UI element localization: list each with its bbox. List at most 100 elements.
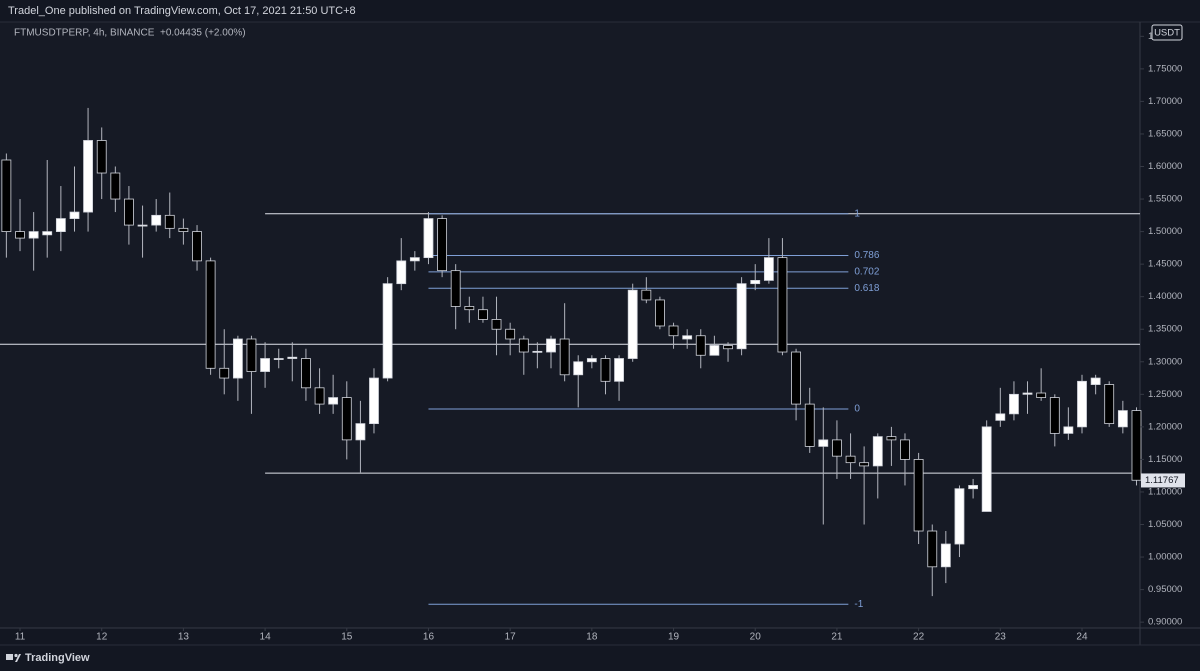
candle: [709, 335, 720, 356]
candle-body: [859, 462, 870, 467]
candle-body: [1104, 384, 1115, 425]
candle-body: [232, 338, 243, 379]
x-tick-label: 12: [96, 632, 108, 643]
candle: [995, 387, 1006, 427]
y-tick-label: 1.25000: [1148, 389, 1182, 400]
candle-body: [1036, 392, 1047, 398]
currency-box[interactable]: [1151, 24, 1183, 41]
fib-level-label: 1: [854, 208, 860, 219]
candle-body: [736, 283, 747, 350]
y-tick-label: 1.00000: [1148, 552, 1182, 563]
candle: [96, 127, 107, 200]
candle-body: [845, 455, 856, 464]
candle-body: [219, 367, 230, 379]
candle-body: [682, 335, 693, 340]
candle: [1049, 394, 1060, 447]
candle: [1, 153, 12, 258]
candle: [546, 335, 556, 369]
candle: [464, 296, 475, 323]
candle-body: [750, 280, 761, 285]
candle-body: [164, 214, 175, 229]
publisher-line: Tradel_One published on TradingView.com,…: [8, 5, 356, 17]
candle-body: [763, 257, 774, 281]
fib-level-label: 0.786: [854, 250, 879, 261]
candle: [450, 264, 461, 330]
candle-body: [341, 397, 352, 441]
candle-body: [832, 439, 842, 457]
candle: [55, 186, 66, 252]
candle-body: [723, 345, 733, 350]
candle-body: [654, 299, 665, 327]
candle: [723, 342, 733, 362]
candle-body: [1117, 410, 1128, 428]
candle-body: [614, 358, 624, 382]
candle-body: [1131, 410, 1142, 481]
candle-body: [178, 227, 189, 232]
candle-body: [110, 172, 121, 200]
candle-body: [83, 140, 93, 213]
candle-body: [437, 218, 448, 272]
candle: [695, 329, 706, 369]
candle: [940, 531, 951, 584]
candle-body: [355, 423, 366, 441]
candle: [341, 381, 352, 460]
candle-body: [450, 270, 461, 307]
candle: [409, 251, 420, 271]
candle-body: [940, 543, 951, 568]
candle: [42, 159, 53, 258]
candle-body: [478, 309, 488, 320]
candle-body: [409, 257, 420, 262]
candle: [981, 420, 992, 512]
fib-level-label: 0.618: [854, 283, 879, 294]
candle: [205, 257, 216, 375]
candle: [15, 199, 25, 252]
candle-body: [1, 159, 12, 232]
plot: 1 0.786 0.702 0.618 0 -1: [0, 107, 1142, 610]
x-tick-label: 13: [178, 632, 190, 643]
candle: [355, 400, 366, 473]
candle: [1036, 368, 1047, 401]
candle: [314, 368, 325, 414]
candle: [913, 452, 924, 545]
plot-area: [0, 22, 1140, 628]
candle: [1104, 381, 1115, 427]
candle-body: [872, 436, 883, 467]
logo-part: [15, 654, 21, 662]
x-tick-label: 19: [668, 632, 680, 643]
currency-label[interactable]: USDT: [1154, 28, 1180, 39]
candle-body: [546, 338, 556, 353]
candle-body: [627, 289, 638, 359]
candle-body: [695, 335, 706, 356]
candle: [968, 478, 979, 499]
candle: [491, 296, 502, 356]
x-tick-label: 16: [423, 632, 435, 643]
candle: [641, 277, 652, 304]
candle: [1131, 407, 1142, 486]
candle: [614, 355, 624, 401]
candle-body: [287, 356, 298, 359]
candle: [505, 322, 516, 356]
candle-body: [505, 328, 516, 340]
candle: [396, 238, 407, 291]
candle: [668, 322, 679, 349]
candle: [900, 433, 910, 486]
candle-body: [96, 140, 107, 174]
fib-level-label: 0: [854, 404, 860, 415]
candle: [1022, 381, 1033, 414]
candle: [832, 420, 842, 479]
candle: [954, 485, 965, 558]
y-tick-label: 0.95000: [1148, 584, 1182, 595]
y-tick-label: 0.90000: [1148, 617, 1182, 628]
candle-body: [151, 214, 162, 226]
x-tick-label: 24: [1076, 632, 1088, 643]
candle: [301, 348, 311, 401]
candle-body: [69, 211, 80, 219]
candle-body: [981, 426, 992, 512]
logo-part: [14, 653, 18, 658]
candle-body: [586, 358, 597, 363]
candle: [1063, 407, 1074, 440]
candle-body: [55, 218, 66, 232]
candle-body: [1077, 380, 1087, 428]
x-tick-label: 15: [341, 632, 353, 643]
